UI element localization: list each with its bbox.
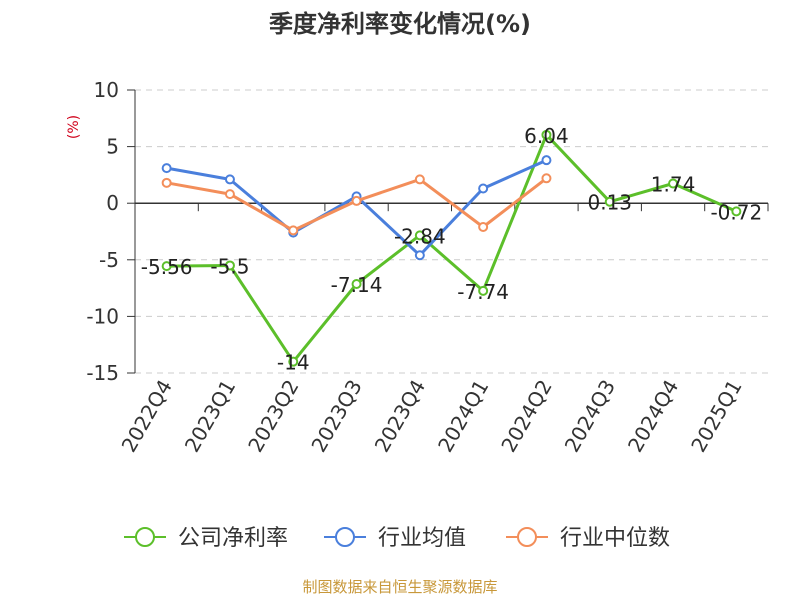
data-labels: -5.56 -5.5 -14 -7.14 -2.84 -7.74 6.04 0.13 1.74-… — [141, 124, 762, 375]
data-point — [351, 195, 362, 206]
y-tick-label: -10 — [86, 304, 119, 328]
data-point — [604, 196, 615, 207]
y-axis-unit-label: (%) — [66, 115, 82, 139]
x-tick-label: 2023Q3 — [306, 376, 366, 457]
data-label: -5.56 — [141, 255, 193, 279]
data-point — [161, 261, 172, 272]
x-tick-label: 2024Q3 — [560, 376, 620, 457]
series-line — [166, 158, 548, 257]
data-point — [351, 279, 362, 290]
data-label: 0.13 — [587, 191, 632, 215]
data-label: -14 — [277, 351, 310, 375]
data-label: 1.74 — [651, 173, 696, 197]
data-label: -0.72 — [710, 200, 762, 224]
legend-label: 行业中位数 — [560, 526, 670, 551]
data-label: 6.04 — [524, 124, 569, 148]
data-point — [414, 174, 425, 185]
y-tick-label: -5 — [99, 248, 119, 272]
data-point — [288, 225, 299, 236]
legend-marker — [135, 527, 155, 547]
x-tick-label: 2025Q1 — [686, 376, 746, 457]
data-point — [668, 178, 679, 189]
data-point — [161, 177, 172, 188]
x-tick-label: 2022Q4 — [117, 376, 177, 457]
data-label: -7.74 — [457, 280, 509, 304]
data-point — [224, 174, 235, 185]
data-point — [478, 183, 489, 194]
data-label: -7.14 — [331, 273, 383, 297]
source-note: 制图数据来自恒生聚源数据库 — [302, 578, 498, 596]
data-point — [541, 155, 552, 166]
data-point — [478, 221, 489, 232]
y-tick-label: 0 — [106, 191, 119, 215]
data-point — [414, 230, 425, 241]
legend-label: 行业均值 — [378, 526, 466, 551]
x-tick-label: 2023Q2 — [243, 376, 303, 457]
data-point — [414, 250, 425, 261]
x-tick-label: 2023Q1 — [180, 376, 240, 457]
data-label: -5.5 — [210, 254, 249, 278]
data-point — [541, 129, 552, 140]
data-point — [224, 260, 235, 271]
x-tick-label: 2024Q1 — [433, 376, 493, 457]
data-label: -2.84 — [394, 224, 446, 248]
y-tick-label: 5 — [106, 135, 119, 159]
grid-lines — [135, 89, 768, 374]
data-point — [224, 189, 235, 200]
legend-marker — [335, 527, 355, 547]
data-point — [478, 285, 489, 296]
data-point — [288, 356, 299, 367]
data-point — [541, 173, 552, 184]
legend-label: 公司净利率 — [178, 526, 288, 551]
x-tick-label: 2024Q4 — [623, 376, 683, 457]
legend-marker — [517, 527, 537, 547]
x-tick-label: 2023Q4 — [370, 376, 430, 457]
data-point — [161, 163, 172, 174]
legend: 公司净利率 行业均值 行业中位数 — [124, 526, 670, 551]
y-tick-label: -15 — [86, 361, 119, 385]
chart-title: 季度净利率变化情况(%) — [269, 10, 531, 38]
x-tick-label: 2024Q2 — [496, 376, 556, 457]
series-line — [166, 133, 738, 364]
data-point — [731, 206, 742, 217]
series-lines — [161, 129, 742, 367]
y-tick-label: 10 — [94, 78, 119, 102]
